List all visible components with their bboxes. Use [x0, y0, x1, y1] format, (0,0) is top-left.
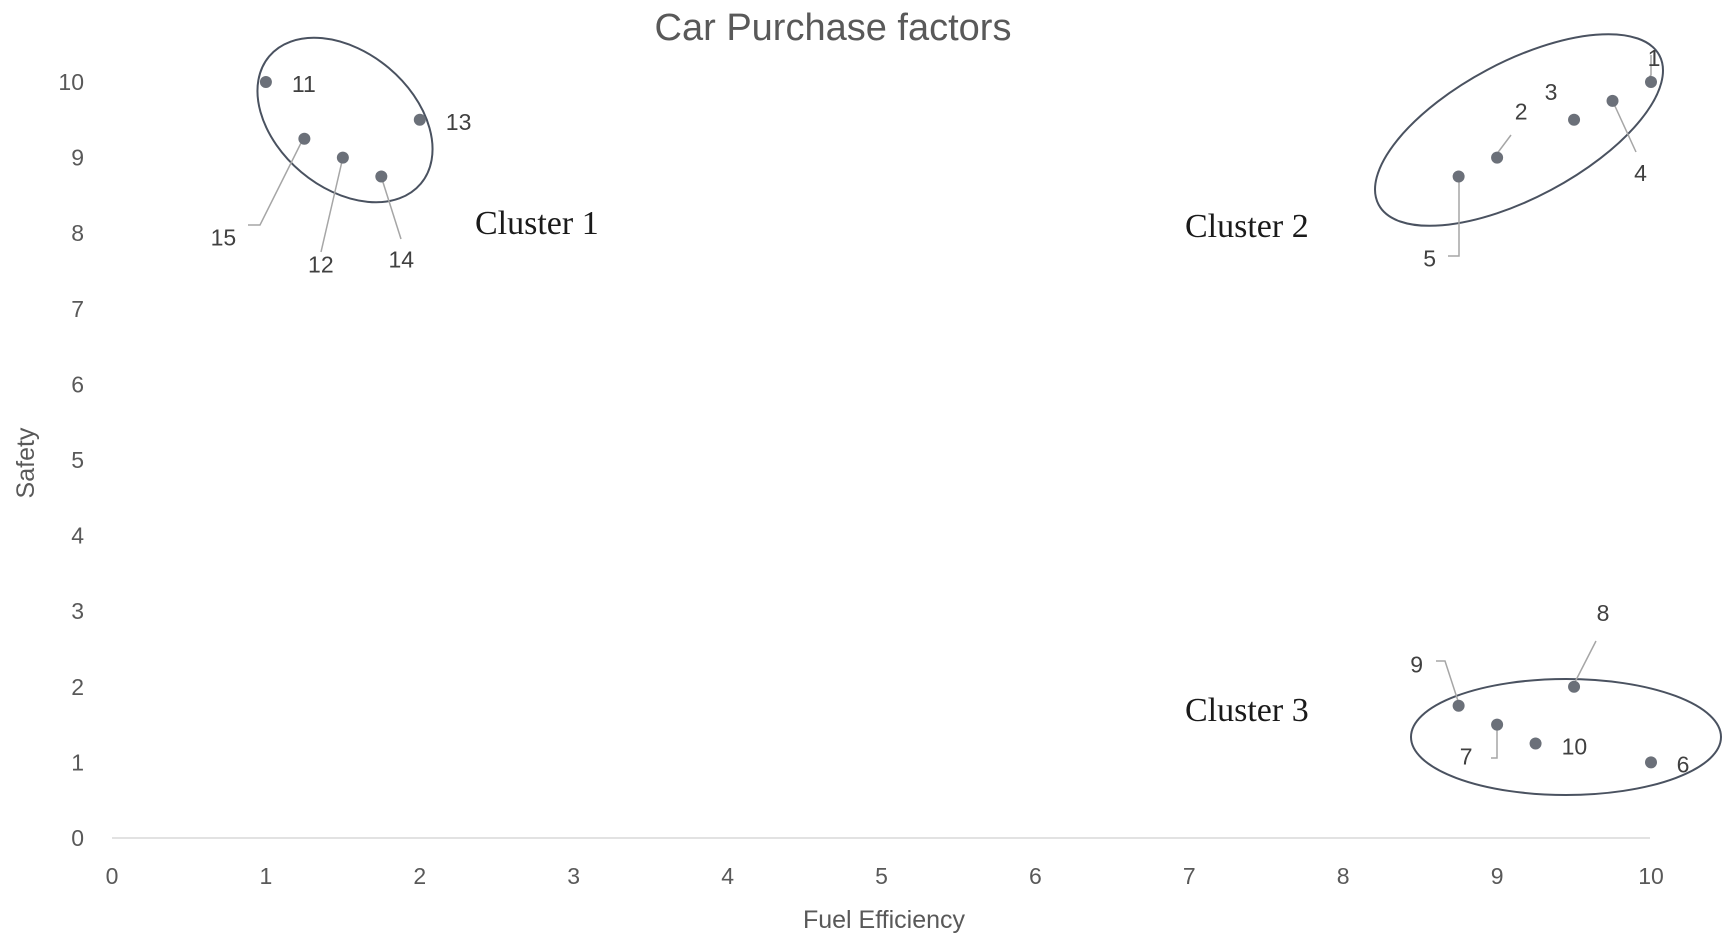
data-point-14: [375, 170, 388, 183]
leader-line-8: [1573, 640, 1597, 685]
y-tick-label: 4: [71, 523, 84, 549]
leader-line-9: [1436, 660, 1460, 705]
leader-line-4: [1613, 103, 1637, 153]
data-point-label-14: 14: [389, 247, 415, 273]
cluster-2-ellipse: [1374, 33, 1664, 227]
data-point-3: [1568, 113, 1581, 126]
x-axis-title: Fuel Efficiency: [803, 906, 966, 934]
x-tick-label: 10: [1638, 863, 1664, 889]
leader-line-5: [1448, 176, 1460, 257]
data-point-label-4: 4: [1634, 160, 1647, 186]
data-point-4: [1606, 94, 1619, 107]
y-tick-label: 1: [71, 749, 84, 775]
data-point-6: [1645, 756, 1657, 769]
data-point-5: [1452, 170, 1465, 183]
data-point-9: [1452, 699, 1465, 712]
data-point-label-3: 3: [1545, 79, 1558, 105]
x-tick-label: 5: [875, 863, 888, 889]
data-point-13: [413, 113, 426, 126]
data-point-11: [259, 76, 272, 88]
x-tick-label: 1: [260, 863, 273, 889]
y-tick-label: 10: [58, 69, 84, 95]
data-points: [259, 76, 1657, 769]
data-point-label-9: 9: [1410, 652, 1423, 678]
y-tick-label: 6: [71, 371, 84, 397]
leader-line-7: [1491, 726, 1498, 759]
x-tick-label: 6: [1029, 863, 1042, 889]
data-point-label-8: 8: [1597, 600, 1610, 626]
leader-line-12: [320, 156, 344, 253]
cluster-1-label: Cluster 1: [475, 205, 599, 242]
data-point-label-12: 12: [308, 252, 334, 278]
y-axis-title: Safety: [12, 427, 40, 498]
data-point-label-15: 15: [211, 225, 237, 251]
cluster-2-label: Cluster 2: [1185, 208, 1309, 245]
chart-title: Car Purchase factors: [655, 7, 1012, 49]
y-tick-labels: 0 1 2 3 4 5 6 7 8 9 10: [58, 69, 84, 851]
leader-line-14: [380, 175, 402, 240]
data-point-label-6: 6: [1677, 751, 1690, 777]
y-tick-label: 7: [71, 296, 84, 322]
x-tick-label: 4: [721, 863, 734, 889]
data-point-1: [1645, 76, 1657, 88]
y-tick-label: 8: [71, 220, 84, 246]
cluster-3-label: Cluster 3: [1185, 692, 1309, 729]
x-tick-label: 0: [106, 863, 119, 889]
data-point-label-5: 5: [1423, 246, 1436, 272]
x-tick-label: 9: [1491, 863, 1504, 889]
data-point-label-10: 10: [1562, 734, 1588, 760]
cluster-1-ellipse: [256, 36, 434, 204]
data-point-label-11: 11: [292, 71, 316, 97]
x-tick-label: 7: [1183, 863, 1196, 889]
leader-lines: [248, 55, 1652, 759]
y-tick-label: 3: [71, 598, 84, 624]
data-point-8: [1568, 680, 1581, 693]
data-point-label-2: 2: [1515, 99, 1528, 125]
y-tick-label: 5: [71, 447, 84, 473]
data-point-12: [336, 151, 349, 164]
data-point-15: [298, 132, 311, 145]
leader-line-15: [248, 138, 304, 226]
data-point-10: [1529, 737, 1542, 750]
x-tick-label: 3: [567, 863, 580, 889]
x-tick-labels: 0 1 2 3 4 5 6 7 8 9 10: [106, 863, 1664, 889]
y-tick-label: 9: [71, 145, 84, 171]
y-tick-label: 0: [71, 825, 84, 851]
cluster-3-ellipse: [1410, 678, 1722, 796]
y-tick-label: 2: [71, 674, 84, 700]
data-point-label-1: 1: [1648, 45, 1661, 71]
data-point-label-13: 13: [446, 109, 472, 135]
data-point-7: [1491, 718, 1504, 731]
data-point-label-7: 7: [1460, 744, 1473, 770]
x-tick-label: 2: [413, 863, 426, 889]
x-tick-label: 8: [1337, 863, 1350, 889]
leader-line-2: [1495, 134, 1512, 156]
data-point-2: [1491, 151, 1504, 164]
